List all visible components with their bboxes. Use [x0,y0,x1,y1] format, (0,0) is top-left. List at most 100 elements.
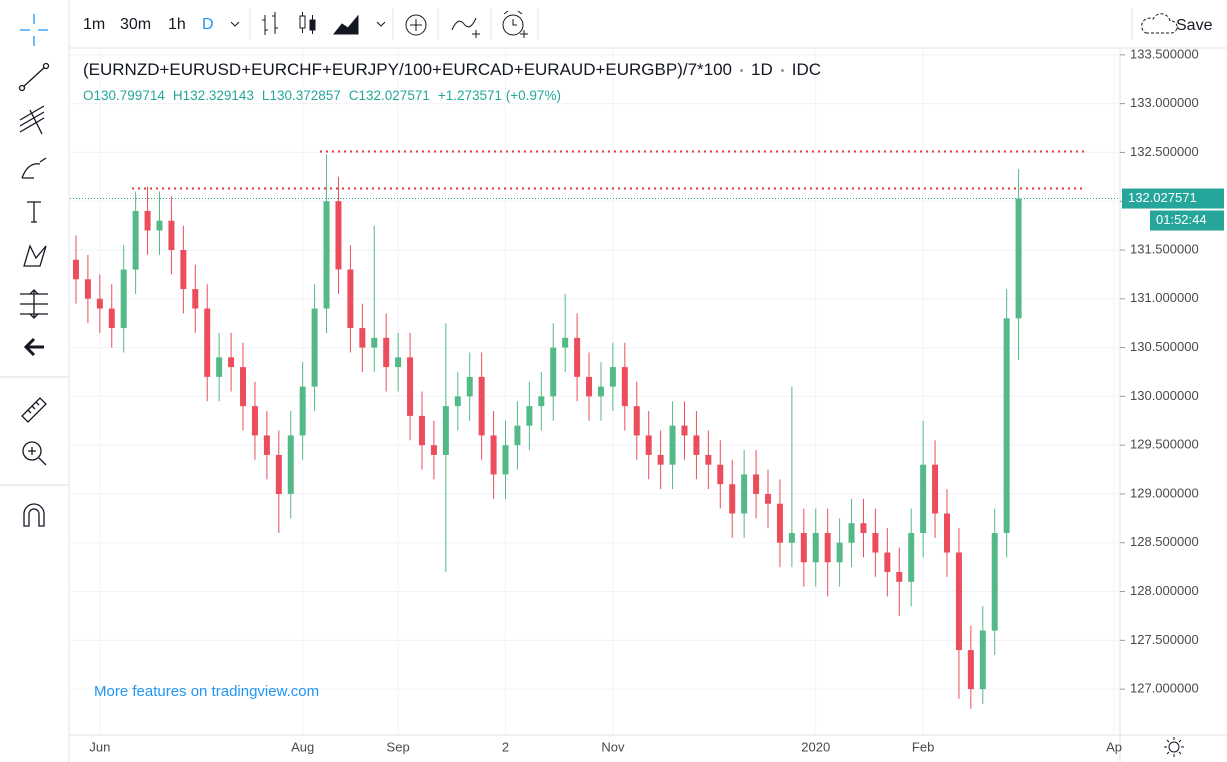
separator-dot [780,69,784,73]
candle-body [228,357,235,368]
indicators-button[interactable] [405,14,427,36]
candle-body [705,454,712,465]
candle-body [430,445,437,455]
y-tick-label: 131.000000 [1130,290,1199,305]
candle-body [84,279,91,299]
candle-body [991,532,998,631]
y-tick-label: 127.000000 [1130,681,1199,696]
interval-dropdown[interactable] [230,21,240,27]
last-price-label: 132.027571 [1128,190,1197,205]
ohlc-label: H [172,88,183,103]
alert-button[interactable] [502,10,528,38]
measure-tool[interactable] [21,397,47,423]
ohlc-value: 132.027571 [358,88,430,103]
candle-body [132,210,139,270]
candle-body [407,357,414,416]
candle-body [562,337,569,348]
text-tool[interactable] [27,201,41,223]
compare-button[interactable] [451,17,480,38]
candle-body [359,328,366,348]
candle-body [478,376,485,436]
bars-style-button[interactable] [262,12,359,35]
brush-tool[interactable] [21,157,47,179]
candle-body [717,464,724,485]
candle-body [240,367,247,407]
x-tick-label: Feb [912,739,934,754]
candle-body [943,513,950,553]
interval-button[interactable]: 1h [168,16,186,33]
x-tick-label: Ap [1106,739,1122,754]
candle-body [108,308,115,329]
candle-body [96,298,103,309]
interval-button[interactable]: 1m [83,16,105,33]
candle-body [884,552,891,573]
ohlc-label: O [83,88,94,103]
candle-body [633,406,640,436]
candle-body [812,532,819,563]
candle-body [526,406,533,426]
candle-body [800,532,807,563]
candle-body [681,425,688,436]
y-tick-label: 133.000000 [1130,95,1199,110]
separator-dot [740,69,744,73]
candle-body [1015,198,1022,319]
y-tick-label: 129.500000 [1130,437,1199,452]
candle-body [502,445,509,475]
hide-toolbar-button[interactable] [23,337,44,357]
candle-body [371,337,378,348]
candle-body [442,406,449,455]
save-icon[interactable] [1141,13,1178,34]
save-button[interactable]: Save [1176,17,1213,34]
candle-body [538,396,545,407]
zoom-tool[interactable] [22,441,47,466]
candle-body [144,210,151,231]
symbol-title: (EURNZD+EURUSD+EURCHF+EURJPY/100+EURCAD+… [83,60,733,79]
interval-button[interactable]: D [202,16,214,33]
candle-body [490,435,497,475]
candle-body [979,630,986,690]
chart-style-dropdown[interactable] [376,21,386,27]
candle-body [1003,318,1010,533]
candle-body [192,289,199,309]
countdown-label: 01:52:44 [1156,212,1207,227]
source: IDC [791,60,822,79]
candle-body [311,308,318,387]
candles [72,154,1022,709]
candle-body [168,220,175,251]
fib-tool[interactable] [19,105,45,135]
crosshair-tool[interactable] [20,14,48,46]
settings-button[interactable] [1164,737,1184,757]
y-tick-label: 128.000000 [1130,583,1199,598]
candle-body [72,259,79,280]
countdown-box [1150,210,1224,231]
magnet-tool[interactable] [23,503,45,527]
candle-body [323,201,330,309]
resolution: 1D [751,60,773,79]
candle-body [860,523,867,533]
candle-body [788,532,795,543]
ohlc-label: C [348,88,359,103]
candle-body [908,532,915,582]
grid [70,48,1120,735]
x-tick-label: Jun [89,739,110,754]
prediction-tool[interactable] [20,289,48,319]
candle-body [621,367,628,407]
candle-body [741,474,748,514]
trend-line-tool[interactable] [18,62,50,92]
candle-body [645,435,652,455]
pattern-tool[interactable] [23,244,47,267]
interval-button[interactable]: 30m [120,16,151,33]
y-tick-label: 133.500000 [1130,46,1199,61]
top-toolbar: 1m 30m 1h D Save [83,8,1213,40]
candle-body [287,435,294,494]
candle-body [514,425,521,446]
candle-body [574,337,581,377]
candle-body [550,347,557,397]
watermark-link[interactable]: More features on tradingview.com [94,683,319,700]
candle-body [263,435,270,455]
candle-body [872,532,879,553]
x-tick-label: 2 [502,739,509,754]
legend-title: (EURNZD+EURUSD+EURCHF+EURJPY/100+EURCAD+… [83,60,821,80]
